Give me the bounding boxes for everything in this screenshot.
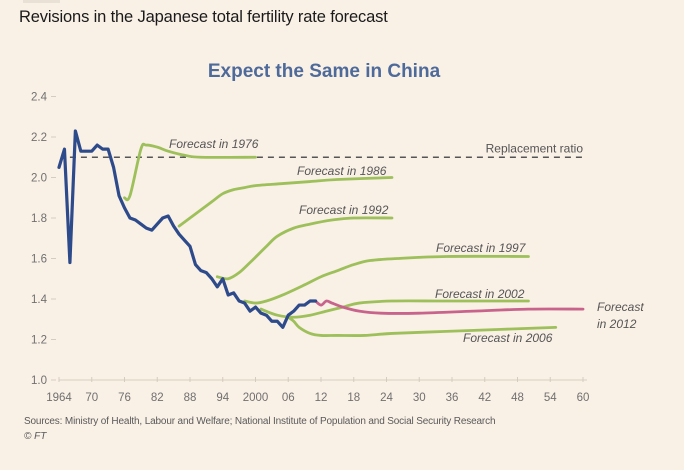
series-line-forecast-in-2006: [286, 315, 558, 337]
annotation-forecast-in-2012-line1: Forecast: [597, 300, 644, 314]
x-tick-label: 1964: [46, 392, 72, 404]
x-tick-label: 30: [413, 392, 426, 404]
chart-title: Revisions in the Japanese total fertilit…: [19, 8, 388, 26]
sources-note: Sources: Ministry of Health, Labour and …: [24, 416, 496, 427]
x-tick-label: 88: [184, 392, 197, 404]
annotation-forecast-in-2012-line2: in 2012: [597, 317, 637, 331]
x-tick-label: 18: [347, 392, 360, 404]
replacement-ratio-label: Replacement ratio: [486, 141, 584, 155]
y-tick-label: 1.8: [31, 213, 47, 225]
x-tick-label: 42: [478, 392, 491, 404]
annotation-labels: Forecast in 1976 Forecast in 1986 Forecast…: [169, 137, 644, 345]
x-tick-label: 36: [446, 392, 459, 404]
replacement-ratio-group: Replacement ratio: [69, 141, 584, 159]
x-tick-label: 70: [85, 392, 98, 404]
x-tick-label: 60: [577, 392, 590, 404]
x-tick-label: 94: [216, 392, 229, 404]
annotation-forecast-in-1992: Forecast in 1992: [299, 203, 389, 217]
x-tick-label: 82: [151, 392, 164, 404]
annotation-forecast-in-1976: Forecast in 1976: [169, 137, 259, 151]
series-group: [57, 129, 585, 337]
series-line-forecast-in-1997: [243, 254, 530, 305]
x-tick-label: 12: [315, 392, 328, 404]
x-tick-label: 06: [282, 392, 295, 404]
y-tick-label: 2.2: [31, 132, 47, 144]
x-tick-label: 54: [544, 392, 557, 404]
x-tick-label: 48: [511, 392, 524, 404]
y-tick-label: 1.2: [31, 335, 47, 347]
copyright-note: © FT: [24, 431, 47, 442]
annotation-forecast-in-1986: Forecast in 1986: [297, 164, 387, 178]
annotation-forecast-in-2006: Forecast in 2006: [463, 331, 553, 345]
header-accent-bar: [23, 0, 60, 3]
y-tick-label: 2.4: [31, 92, 48, 104]
series-line-actual: [57, 129, 318, 329]
series-line-forecast-in-1986: [177, 176, 394, 228]
series-line-forecast-in-1992: [215, 216, 394, 281]
y-tick-label: 1.4: [31, 294, 48, 306]
chart-subtitle: Expect the Same in China: [207, 61, 441, 82]
y-tick-label: 2.0: [31, 173, 47, 185]
x-tick-label: 76: [118, 392, 131, 404]
series-line-forecast-in-2012: [314, 299, 585, 315]
annotation-forecast-in-2002: Forecast in 2002: [435, 287, 525, 301]
x-tick-label: 2000: [243, 392, 269, 404]
x-tick-label: 24: [380, 392, 393, 404]
axes: 1964 70 76 82 88 94 2000 06 12 18 24 30 36 42 48 54 60 1.…: [31, 92, 589, 405]
series-line-forecast-in-1976: [123, 142, 257, 202]
annotation-forecast-in-1997: Forecast in 1997: [436, 241, 527, 255]
y-tick-label: 1.0: [31, 375, 47, 387]
y-tick-label: 1.6: [31, 254, 47, 266]
